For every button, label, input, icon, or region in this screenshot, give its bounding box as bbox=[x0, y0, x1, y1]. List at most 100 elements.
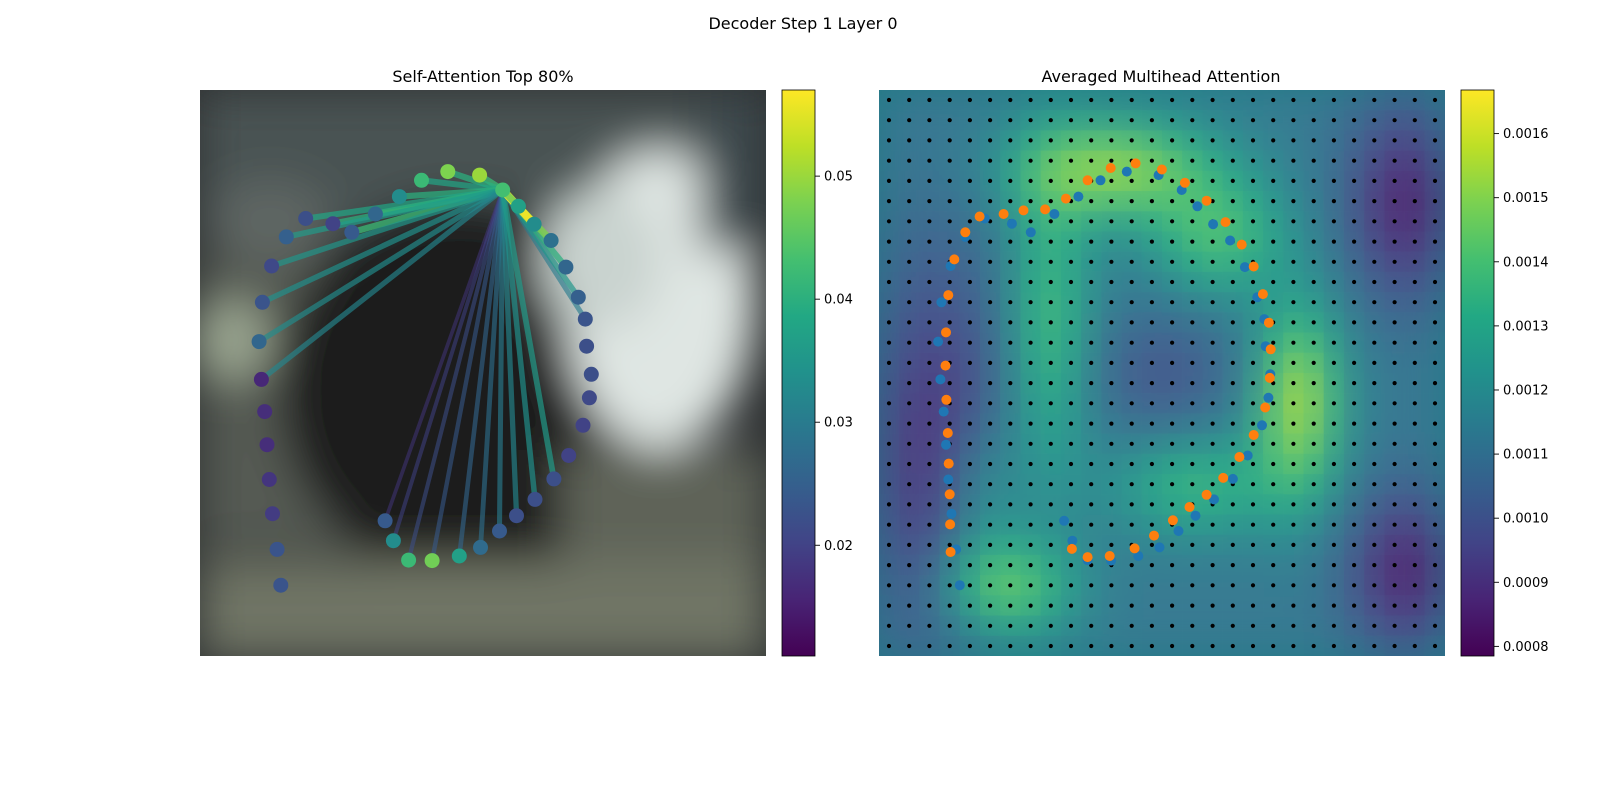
grid-dot bbox=[1250, 623, 1256, 628]
blue-series-point bbox=[1192, 201, 1203, 212]
grid-dot bbox=[1068, 219, 1074, 224]
grid-dot bbox=[988, 502, 993, 507]
grid-dot bbox=[1170, 158, 1175, 163]
grid-dot bbox=[1089, 219, 1094, 224]
grid-dot bbox=[1028, 340, 1033, 345]
grid-dot bbox=[1372, 340, 1377, 345]
attention-link bbox=[259, 187, 506, 306]
grid-dot bbox=[1230, 502, 1235, 507]
grid-dot bbox=[1048, 563, 1053, 568]
grid-dot bbox=[886, 441, 892, 446]
contour-point bbox=[344, 224, 360, 240]
grid-dot bbox=[927, 381, 932, 386]
grid-dot bbox=[886, 320, 892, 325]
grid-dot bbox=[1432, 239, 1438, 244]
grid-dot bbox=[1028, 401, 1033, 406]
orange-series-point bbox=[949, 254, 960, 265]
grid-dot bbox=[1311, 239, 1316, 244]
multihead-attention-title: Averaged Multihead Attention bbox=[1042, 67, 1281, 86]
attention-link bbox=[499, 187, 557, 482]
grid-dot bbox=[927, 441, 932, 446]
grid-dot bbox=[1392, 340, 1397, 345]
grid-dot bbox=[1412, 259, 1417, 264]
grid-dot bbox=[1412, 583, 1417, 588]
grid-dot bbox=[1210, 259, 1215, 264]
grid-dot bbox=[1432, 219, 1438, 224]
grid-dot bbox=[1392, 381, 1397, 386]
grid-dot bbox=[927, 340, 932, 345]
grid-dot bbox=[1352, 320, 1357, 325]
grid-dot bbox=[1048, 239, 1053, 244]
blue-series-point bbox=[943, 474, 954, 485]
grid-dot bbox=[1291, 583, 1296, 588]
grid-dot bbox=[1170, 239, 1175, 244]
grid-dot bbox=[1331, 138, 1336, 143]
contour-point bbox=[575, 417, 591, 433]
grid-dot bbox=[1129, 643, 1134, 649]
grid-dot bbox=[1352, 583, 1357, 588]
grid-dot bbox=[1291, 441, 1296, 446]
grid-dot bbox=[1311, 279, 1316, 285]
grid-dot bbox=[1331, 643, 1336, 649]
grid-dot bbox=[1271, 118, 1276, 123]
grid-dot bbox=[1352, 158, 1357, 163]
grid-dot bbox=[988, 320, 993, 325]
grid-dot bbox=[1372, 97, 1377, 103]
grid-dot bbox=[1250, 118, 1256, 123]
grid-dot bbox=[1210, 158, 1215, 163]
grid-dot bbox=[1210, 482, 1215, 487]
grid-dot bbox=[1149, 623, 1154, 628]
grid-dot bbox=[907, 583, 912, 588]
grid-dot bbox=[1028, 522, 1033, 527]
grid-dot bbox=[1392, 158, 1397, 163]
grid-dot bbox=[1089, 623, 1094, 628]
colorbar-tick-label: 0.03 bbox=[824, 416, 853, 431]
grid-dot bbox=[1250, 381, 1256, 386]
grid-dot bbox=[967, 441, 973, 446]
grid-dot bbox=[1271, 259, 1276, 264]
grid-dot bbox=[967, 563, 973, 568]
contour-point bbox=[579, 338, 595, 354]
grid-dot bbox=[907, 340, 912, 345]
grid-dot bbox=[1129, 219, 1134, 224]
grid-dot bbox=[1331, 199, 1336, 204]
grid-dot bbox=[1291, 138, 1296, 143]
grid-dot bbox=[1352, 300, 1357, 305]
blue-series-point bbox=[938, 406, 949, 417]
grid-dot bbox=[1068, 158, 1074, 163]
grid-dot bbox=[1392, 461, 1397, 467]
grid-dot bbox=[947, 279, 952, 285]
grid-dot bbox=[1432, 360, 1438, 365]
grid-dot bbox=[1392, 643, 1397, 649]
grid-dot bbox=[886, 421, 892, 426]
grid-dot bbox=[1412, 522, 1417, 527]
grid-dot bbox=[1372, 603, 1377, 608]
grid-dot bbox=[1250, 401, 1256, 406]
grid-dot bbox=[1250, 360, 1256, 365]
grid-dot bbox=[1008, 279, 1013, 285]
grid-dot bbox=[1271, 138, 1276, 143]
grid-dot bbox=[1291, 603, 1296, 608]
grid-dot bbox=[1412, 603, 1417, 608]
grid-dot bbox=[1008, 623, 1013, 628]
grid-dot bbox=[1250, 603, 1256, 608]
grid-dot bbox=[1008, 118, 1013, 123]
grid-dot bbox=[1170, 401, 1175, 406]
grid-dot bbox=[1028, 138, 1033, 143]
grid-dot bbox=[1210, 381, 1215, 386]
grid-dot bbox=[1271, 623, 1276, 628]
grid-dot bbox=[1250, 320, 1256, 325]
grid-dot bbox=[1170, 421, 1175, 426]
grid-dot bbox=[927, 421, 932, 426]
grid-dot bbox=[1048, 178, 1053, 183]
orange-series-point bbox=[1104, 551, 1115, 561]
grid-dot bbox=[1291, 97, 1296, 103]
grid-dot bbox=[1352, 482, 1357, 487]
grid-dot bbox=[1311, 158, 1316, 163]
grid-dot bbox=[1190, 482, 1195, 487]
grid-dot bbox=[1129, 300, 1134, 305]
orange-series-point bbox=[1248, 261, 1259, 272]
grid-dot bbox=[1271, 461, 1276, 467]
grid-dot bbox=[1149, 563, 1154, 568]
grid-dot bbox=[988, 239, 993, 244]
